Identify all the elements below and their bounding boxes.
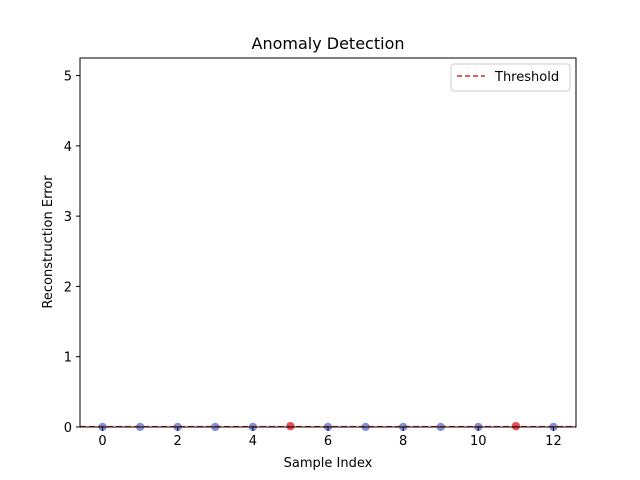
y-tick-label: 1 (64, 351, 72, 366)
y-axis-label: Reconstruction Error (41, 175, 56, 309)
y-tick-label: 2 (64, 280, 72, 295)
x-tick-label: 0 (98, 434, 106, 449)
chart-title: Anomaly Detection (252, 34, 405, 53)
y-tick-label: 0 (64, 421, 72, 436)
x-tick-label: 4 (249, 434, 257, 449)
x-tick-label: 2 (174, 434, 182, 449)
legend-box (450, 63, 571, 92)
legend-threshold-label: Threshold (494, 70, 559, 85)
x-axis-label: Sample Index (284, 456, 373, 471)
y-axis: 0 1 2 3 4 5 (64, 70, 80, 436)
legend: Threshold (450, 63, 571, 92)
x-tick-label: 8 (399, 434, 407, 449)
y-tick-label: 4 (64, 140, 72, 155)
plot-area (79, 57, 577, 432)
x-tick-label: 12 (545, 434, 562, 449)
plot-frame (79, 57, 577, 428)
x-axis: 0 2 4 6 8 10 12 (98, 427, 562, 449)
y-tick-label: 3 (64, 210, 72, 225)
x-tick-label: 10 (470, 434, 487, 449)
x-tick-label: 6 (324, 434, 332, 449)
y-tick-label: 5 (64, 70, 72, 85)
